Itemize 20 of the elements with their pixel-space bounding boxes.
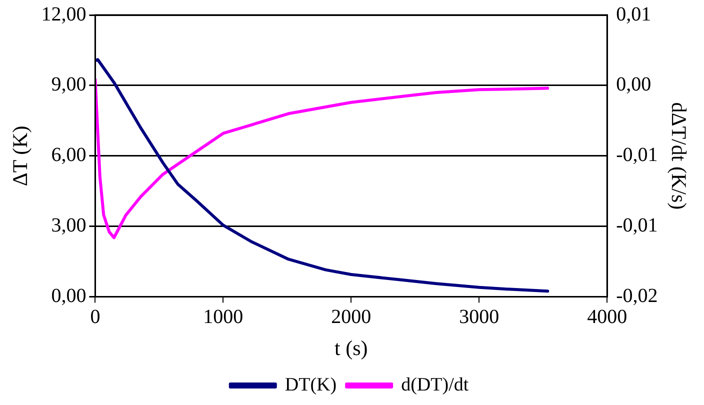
y-axis-title: ΔT (K) xyxy=(8,126,32,186)
y-tick-label: 9,00 xyxy=(51,74,86,96)
x-axis-title: t (s) xyxy=(334,336,368,360)
legend-label: DT(K) xyxy=(284,374,337,396)
y2-tick-label: -0,01 xyxy=(616,214,658,237)
y-tick-label: 3,00 xyxy=(51,214,86,237)
x-tick-label: 4000 xyxy=(587,306,628,328)
y2-tick-label: 0,00 xyxy=(616,74,652,96)
y-tick-label: 0,00 xyxy=(51,285,86,308)
y-tick-label: 6,00 xyxy=(51,144,86,166)
y2-axis-title: dΔT/dt (K/s) xyxy=(666,102,691,210)
y2-tick-label: 0,01 xyxy=(616,3,652,26)
x-tick-label: 2000 xyxy=(331,306,372,328)
x-tick-label: 0 xyxy=(90,306,100,328)
x-tick-label: 1000 xyxy=(203,306,244,328)
y2-tick-label: -0,01 xyxy=(616,144,658,166)
y2-tick-label: -0,02 xyxy=(616,285,658,308)
y-tick-label: 12,00 xyxy=(41,3,86,26)
legend-label: d(DT)/dt xyxy=(401,374,470,396)
x-tick-label: 3000 xyxy=(459,306,500,328)
